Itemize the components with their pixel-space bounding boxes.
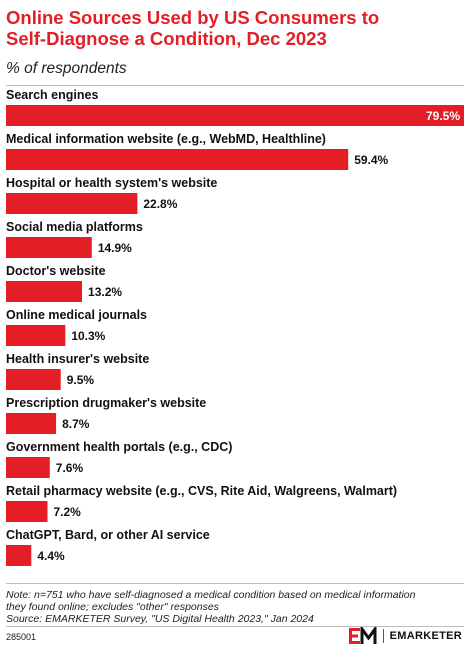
bar-health-insurer-s-website [6, 369, 61, 390]
bar-search-engines [6, 105, 464, 126]
chart-subtitle: % of respondents [6, 60, 127, 77]
value-label-prescription-drugmaker-s-website: 8.7% [62, 417, 90, 431]
category-label-doctor-s-website: Doctor's website [6, 264, 106, 278]
category-label-chatgpt-bard-or-other-ai-service: ChatGPT, Bard, or other AI service [6, 528, 210, 542]
category-label-prescription-drugmaker-s-website: Prescription drugmaker's website [6, 396, 206, 410]
bottom-divider [6, 626, 464, 627]
value-label-chatgpt-bard-or-other-ai-service: 4.4% [37, 549, 65, 563]
chart-title-line-2: Self-Diagnose a Condition, Dec 2023 [6, 28, 327, 49]
value-label-health-insurer-s-website: 9.5% [67, 373, 95, 387]
brand-separator [382, 629, 384, 643]
value-label-retail-pharmacy-website-e-g-cvs-rite-aid-walgreens-walmart: 7.2% [53, 505, 81, 519]
category-label-health-insurer-s-website: Health insurer's website [6, 352, 149, 366]
bar-doctor-s-website [6, 281, 82, 302]
category-label-hospital-or-health-system-s-website: Hospital or health system's website [6, 176, 217, 190]
footer-divider [6, 583, 464, 584]
bar-government-health-portals-e-g-cdc [6, 457, 50, 478]
chart-id: 285001 [6, 632, 37, 642]
category-label-online-medical-journals: Online medical journals [6, 308, 147, 322]
chart-title-line-1: Online Sources Used by US Consumers to [6, 7, 380, 28]
value-label-online-medical-journals: 10.3% [71, 329, 105, 343]
category-label-search-engines: Search engines [6, 88, 98, 102]
category-label-government-health-portals-e-g-cdc: Government health portals (e.g., CDC) [6, 440, 232, 454]
category-label-retail-pharmacy-website-e-g-cvs-rite-aid-walgreens-walmart: Retail pharmacy website (e.g., CVS, Rite… [6, 484, 397, 498]
header-divider [6, 85, 464, 86]
value-label-doctor-s-website: 13.2% [88, 285, 122, 299]
emarketer-logo-icon [348, 627, 377, 644]
value-label-social-media-platforms: 14.9% [98, 241, 132, 255]
footnote: Note: n=751 who have self-diagnosed a me… [6, 589, 466, 625]
brand-name: EMARKETER [389, 630, 462, 642]
chart-title: Online Sources Used by US Consumers to S… [6, 7, 466, 49]
value-label-hospital-or-health-system-s-website: 22.8% [143, 197, 177, 211]
value-label-search-engines: 79.5% [426, 109, 460, 123]
bar-hospital-or-health-system-s-website [6, 193, 138, 214]
category-label-medical-information-website-e-g-webmd-healthline: Medical information website (e.g., WebMD… [6, 132, 326, 146]
bar-chart: Search engines 79.5% Medical information w… [6, 88, 464, 566]
bar-online-medical-journals [6, 325, 66, 346]
bar-medical-information-website-e-g-webmd-healthline [6, 149, 349, 170]
bar-social-media-platforms [6, 237, 92, 258]
value-label-medical-information-website-e-g-webmd-healthline: 59.4% [354, 153, 388, 167]
bar-prescription-drugmaker-s-website [6, 413, 57, 434]
bar-retail-pharmacy-website-e-g-cvs-rite-aid-walgreens-walmart [6, 501, 48, 522]
note-line-1: Note: n=751 who have self-diagnosed a me… [6, 589, 416, 601]
bar-chatgpt-bard-or-other-ai-service [6, 545, 32, 566]
brand-logo: EMARKETER [348, 626, 462, 646]
category-label-social-media-platforms: Social media platforms [6, 220, 143, 234]
source-text: Source: EMARKETER Survey, "US Digital He… [6, 613, 314, 625]
note-line-2: they found online; excludes "other" resp… [6, 601, 219, 613]
value-label-government-health-portals-e-g-cdc: 7.6% [56, 461, 84, 475]
